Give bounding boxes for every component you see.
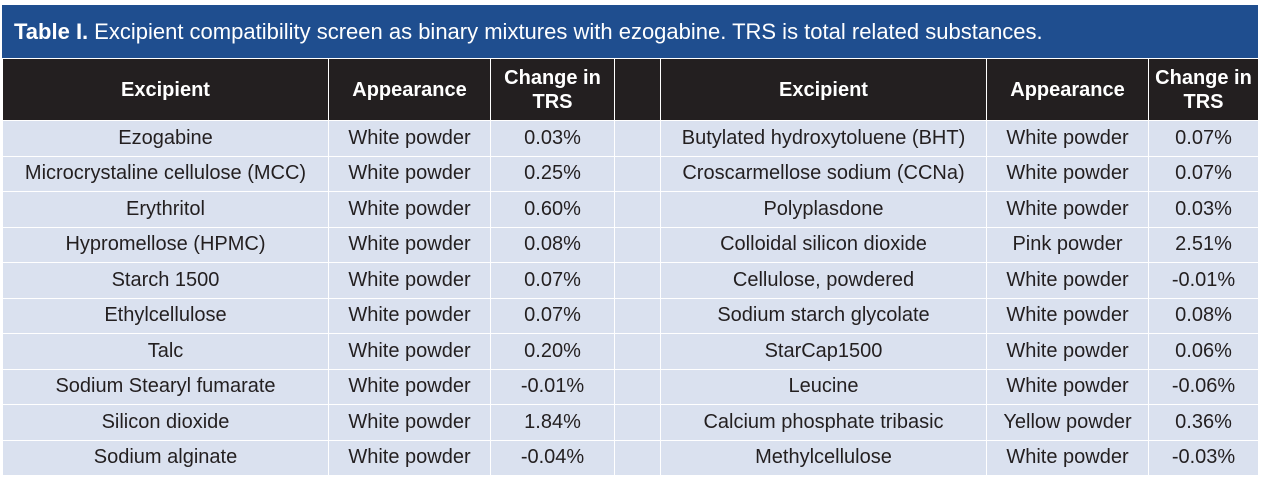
right-change-cell: -0.06% bbox=[1148, 368, 1259, 405]
header-excipient-left: Excipient bbox=[2, 58, 329, 121]
right-change-cell: 2.51% bbox=[1148, 226, 1259, 263]
left-appearance-cell: White powder bbox=[328, 120, 491, 157]
right-excipient-cell: Sodium starch glycolate bbox=[660, 297, 987, 334]
table-row: Sodium alginate White powder -0.04% Methylc… bbox=[2, 439, 1259, 476]
left-change-cell: 0.60% bbox=[490, 191, 615, 228]
left-excipient-cell: Ethylcellulose bbox=[2, 297, 329, 334]
right-appearance-cell: White powder bbox=[986, 333, 1149, 370]
right-change-cell: 0.08% bbox=[1148, 297, 1259, 334]
header-appearance-right: Appearance bbox=[986, 58, 1149, 121]
left-change-cell: 0.03% bbox=[490, 120, 615, 157]
right-excipient-cell: Croscarmellose sodium (CCNa) bbox=[660, 155, 987, 192]
right-appearance-cell: White powder bbox=[986, 297, 1149, 334]
left-excipient-cell: Sodium Stearyl fumarate bbox=[2, 368, 329, 405]
table-figure: Table I. Excipient compatibility screen … bbox=[2, 5, 1259, 477]
right-appearance-cell: White powder bbox=[986, 120, 1149, 157]
table-row: Hypromellose (HPMC) White powder 0.08% Coll… bbox=[2, 226, 1259, 263]
left-change-cell: 0.20% bbox=[490, 333, 615, 370]
header-row: Excipient Appearance Change in TRS Excip… bbox=[2, 58, 1259, 121]
right-excipient-cell: StarCap1500 bbox=[660, 333, 987, 370]
right-excipient-cell: Cellulose, powdered bbox=[660, 262, 987, 299]
header-change-left: Change in TRS bbox=[490, 58, 615, 121]
right-change-cell: 0.06% bbox=[1148, 333, 1259, 370]
right-excipient-cell: Polyplasdone bbox=[660, 191, 987, 228]
table-row: Silicon dioxide White powder 1.84% Calcium … bbox=[2, 404, 1259, 441]
left-excipient-cell: Erythritol bbox=[2, 191, 329, 228]
right-change-cell: 0.07% bbox=[1148, 155, 1259, 192]
left-excipient-cell: Hypromellose (HPMC) bbox=[2, 226, 329, 263]
caption-text: Excipient compatibility screen as binary… bbox=[94, 18, 1043, 44]
spacer-cell bbox=[614, 439, 661, 476]
table-row: Starch 1500 White powder 0.07% Cellulose, p… bbox=[2, 262, 1259, 299]
left-appearance-cell: White powder bbox=[328, 226, 491, 263]
spacer-cell bbox=[614, 191, 661, 228]
right-change-cell: 0.03% bbox=[1148, 191, 1259, 228]
right-change-cell: -0.03% bbox=[1148, 439, 1259, 476]
left-excipient-cell: Microcrystaline cellulose (MCC) bbox=[2, 155, 329, 192]
left-excipient-cell: Ezogabine bbox=[2, 120, 329, 157]
right-appearance-cell: White powder bbox=[986, 439, 1149, 476]
right-appearance-cell: White powder bbox=[986, 368, 1149, 405]
left-change-cell: 1.84% bbox=[490, 404, 615, 441]
header-spacer bbox=[614, 58, 661, 121]
left-appearance-cell: White powder bbox=[328, 333, 491, 370]
left-appearance-cell: White powder bbox=[328, 191, 491, 228]
left-appearance-cell: White powder bbox=[328, 155, 491, 192]
left-change-cell: 0.25% bbox=[490, 155, 615, 192]
right-excipient-cell: Colloidal silicon dioxide bbox=[660, 226, 987, 263]
left-appearance-cell: White powder bbox=[328, 404, 491, 441]
left-change-cell: 0.07% bbox=[490, 297, 615, 334]
header-excipient-right: Excipient bbox=[660, 58, 987, 121]
spacer-cell bbox=[614, 262, 661, 299]
excipient-table: Excipient Appearance Change in TRS Excip… bbox=[2, 58, 1259, 476]
header-appearance-left: Appearance bbox=[328, 58, 491, 121]
right-excipient-cell: Methylcellulose bbox=[660, 439, 987, 476]
header-change-right: Change in TRS bbox=[1148, 58, 1259, 121]
right-appearance-cell: White powder bbox=[986, 191, 1149, 228]
spacer-cell bbox=[614, 120, 661, 157]
right-appearance-cell: White powder bbox=[986, 155, 1149, 192]
table-row: Microcrystaline cellulose (MCC) White pow… bbox=[2, 155, 1259, 192]
table-row: Erythritol White powder 0.60% Polyplasdone W… bbox=[2, 191, 1259, 228]
right-excipient-cell: Leucine bbox=[660, 368, 987, 405]
left-change-cell: -0.04% bbox=[490, 439, 615, 476]
spacer-cell bbox=[614, 368, 661, 405]
right-excipient-cell: Calcium phosphate tribasic bbox=[660, 404, 987, 441]
spacer-cell bbox=[614, 226, 661, 263]
right-change-cell: 0.07% bbox=[1148, 120, 1259, 157]
left-change-cell: 0.07% bbox=[490, 262, 615, 299]
table-label: Table I. bbox=[14, 18, 89, 44]
spacer-cell bbox=[614, 297, 661, 334]
left-excipient-cell: Starch 1500 bbox=[2, 262, 329, 299]
table-row: Sodium Stearyl fumarate White powder -0.01… bbox=[2, 368, 1259, 405]
left-appearance-cell: White powder bbox=[328, 297, 491, 334]
left-appearance-cell: White powder bbox=[328, 262, 491, 299]
left-excipient-cell: Sodium alginate bbox=[2, 439, 329, 476]
spacer-cell bbox=[614, 155, 661, 192]
right-appearance-cell: Yellow powder bbox=[986, 404, 1149, 441]
right-excipient-cell: Butylated hydroxytoluene (BHT) bbox=[660, 120, 987, 157]
left-change-cell: 0.08% bbox=[490, 226, 615, 263]
table-caption: Table I. Excipient compatibility screen … bbox=[2, 5, 1258, 58]
table-row: Ezogabine White powder 0.03% Butylated hydr… bbox=[2, 120, 1259, 157]
spacer-cell bbox=[614, 404, 661, 441]
right-appearance-cell: Pink powder bbox=[986, 226, 1149, 263]
right-appearance-cell: White powder bbox=[986, 262, 1149, 299]
table-row: Talc White powder 0.20% StarCap1500 White po… bbox=[2, 333, 1259, 370]
left-appearance-cell: White powder bbox=[328, 439, 491, 476]
right-change-cell: 0.36% bbox=[1148, 404, 1259, 441]
left-change-cell: -0.01% bbox=[490, 368, 615, 405]
left-appearance-cell: White powder bbox=[328, 368, 491, 405]
left-excipient-cell: Silicon dioxide bbox=[2, 404, 329, 441]
right-change-cell: -0.01% bbox=[1148, 262, 1259, 299]
spacer-cell bbox=[614, 333, 661, 370]
left-excipient-cell: Talc bbox=[2, 333, 329, 370]
table-row: Ethylcellulose White powder 0.07% Sodium st… bbox=[2, 297, 1259, 334]
